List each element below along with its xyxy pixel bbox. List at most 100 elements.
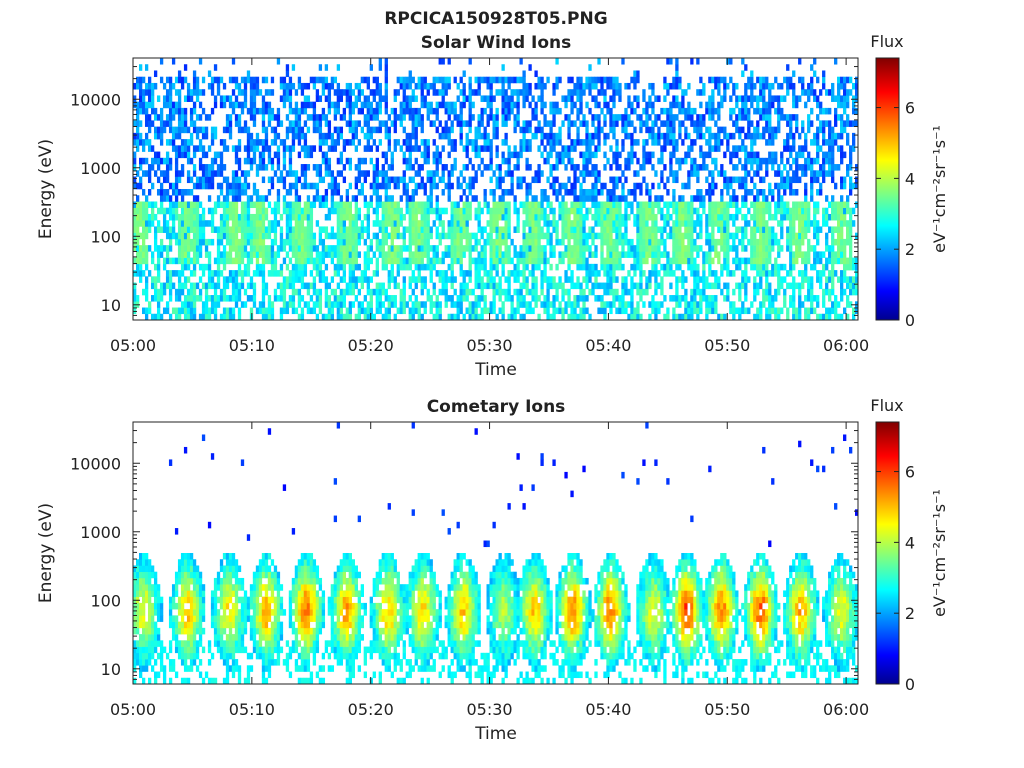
heatmap-cell: [678, 157, 682, 165]
heatmap-cell: [228, 245, 233, 252]
heatmap-cell: [315, 195, 320, 202]
heatmap-cell: [270, 89, 275, 96]
heatmap-cell: [702, 270, 706, 277]
heatmap-cell: [648, 276, 652, 283]
heatmap-cell: [384, 313, 388, 321]
heatmap-cell: [519, 251, 523, 258]
heatmap-cell: [669, 82, 673, 90]
heatmap-cell: [741, 164, 745, 171]
heatmap-cell: [201, 145, 206, 152]
heatmap-cell: [363, 101, 367, 109]
heatmap-cell: [336, 95, 341, 102]
heatmap-cell: [213, 301, 218, 308]
heatmap-cell: [273, 257, 278, 265]
heatmap-cell: [204, 245, 209, 252]
heatmap-cell: [738, 288, 742, 296]
heatmap-cell: [255, 263, 260, 271]
heatmap-cell: [705, 107, 709, 115]
heatmap-cell: [489, 151, 493, 159]
heatmap-cell: [174, 313, 179, 321]
heatmap-cell: [549, 282, 553, 290]
heatmap-cell: [387, 139, 391, 146]
heatmap-cell: [234, 276, 239, 283]
heatmap-cell: [483, 107, 487, 115]
heatmap-cell: [576, 139, 580, 146]
heatmap-cell: [276, 251, 281, 258]
heatmap-cell: [678, 82, 682, 90]
heatmap-cell: [357, 276, 361, 283]
heatmap-cell: [513, 76, 517, 84]
heatmap-cell: [381, 251, 385, 258]
heatmap-cell: [585, 164, 589, 171]
heatmap-cell: [720, 126, 724, 134]
heatmap-cell: [408, 245, 412, 252]
heatmap-cell: [318, 263, 323, 271]
heatmap-cell: [363, 201, 367, 209]
heatmap-cell: [318, 238, 323, 246]
heatmap-cell: [405, 101, 409, 109]
heatmap-cell: [447, 251, 451, 258]
heatmap-cell: [240, 101, 245, 109]
heatmap-cell: [390, 151, 394, 159]
heatmap-cell: [417, 82, 421, 90]
heatmap-cell: [162, 101, 167, 109]
heatmap-cell: [687, 213, 691, 221]
heatmap-cell: [675, 170, 679, 177]
heatmap-cell: [321, 114, 326, 121]
heatmap-cell: [576, 107, 580, 115]
heatmap-cell: [294, 189, 299, 196]
heatmap-cell: [459, 207, 463, 215]
heatmap-cell: [663, 76, 667, 84]
heatmap-cell: [573, 182, 577, 190]
heatmap-cell: [456, 295, 460, 302]
heatmap-cell: [633, 313, 637, 321]
heatmap-cell: [651, 120, 655, 127]
heatmap-cell: [642, 89, 646, 96]
heatmap-cell: [375, 282, 379, 290]
heatmap-cell: [669, 232, 673, 240]
heatmap-cell: [207, 114, 212, 121]
heatmap-cell: [468, 176, 472, 184]
heatmap-cell: [423, 276, 427, 283]
heatmap-cell: [672, 132, 676, 140]
heatmap-cell: [207, 182, 212, 190]
heatmap-cell: [672, 76, 676, 84]
heatmap-cell: [717, 126, 721, 134]
heatmap-cell: [528, 64, 532, 71]
heatmap-cell: [288, 257, 293, 265]
heatmap-cell: [552, 307, 556, 315]
heatmap-cell: [576, 301, 580, 308]
heatmap-cell: [642, 176, 646, 184]
heatmap-cell: [261, 313, 266, 321]
heatmap-cell: [219, 201, 224, 209]
heatmap-cell: [402, 301, 406, 308]
heatmap-cell: [180, 270, 185, 277]
heatmap-cell: [411, 189, 415, 196]
heatmap-cell: [468, 276, 472, 283]
heatmap-cell: [732, 313, 736, 321]
heatmap-cell: [525, 282, 529, 290]
heatmap-cell: [297, 251, 302, 258]
heatmap-cell: [210, 270, 215, 277]
heatmap-cell: [696, 176, 700, 184]
heatmap-cell: [192, 270, 197, 277]
heatmap-cell: [651, 232, 655, 240]
heatmap-cell: [726, 207, 730, 215]
heatmap-cell: [468, 82, 472, 90]
heatmap-cell: [645, 182, 649, 190]
heatmap-cell: [606, 189, 610, 196]
heatmap-cell: [357, 251, 361, 258]
heatmap-cell: [318, 170, 323, 177]
heatmap-cell: [669, 132, 673, 140]
heatmap-cell: [717, 251, 721, 258]
heatmap-cell: [387, 207, 391, 215]
heatmap-cell: [133, 295, 137, 302]
heatmap-cell: [462, 201, 466, 209]
heatmap-cell: [411, 89, 415, 96]
heatmap-cell: [471, 182, 475, 190]
heatmap-cell: [555, 295, 559, 302]
heatmap-cell: [690, 201, 694, 209]
heatmap-cell: [423, 201, 427, 209]
heatmap-cell: [363, 270, 367, 277]
heatmap-cell: [186, 245, 191, 252]
